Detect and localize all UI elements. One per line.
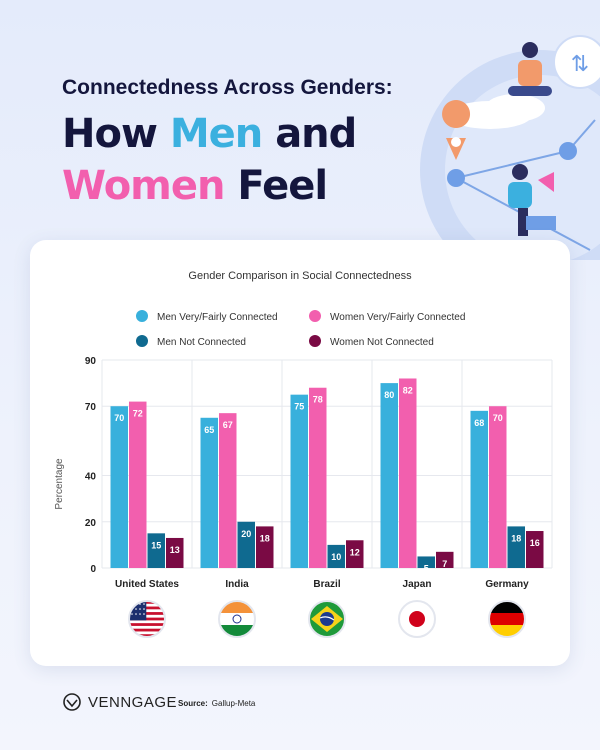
legend: Men Very/Fairly Connected Women Very/Fair…: [136, 310, 465, 348]
legend-swatch-men-not-connected: [136, 335, 148, 347]
y-tick-label: 90: [85, 356, 97, 367]
data-label-united-states-women-not-connected: 13: [170, 545, 180, 555]
bar-united-states-women-not-connected: [166, 537, 184, 568]
data-label-germany-men-not-connected: 18: [511, 533, 521, 543]
data-label-india-men-not-connected: 20: [241, 529, 251, 539]
bar-japan-men-not-connected: [417, 556, 435, 568]
bar-chart: Gender Comparison in Social Connectednes…: [54, 270, 553, 638]
y-tick-label: 0: [90, 564, 96, 575]
headline-women: Women: [62, 163, 225, 209]
bar-india-men-not-connected: [237, 521, 255, 568]
source-label: Source:: [178, 699, 208, 708]
venngage-logo-icon: [63, 693, 81, 711]
legend-swatch-women-not-connected: [309, 335, 321, 347]
data-label-germany-women-very-fairly-connected: 70: [493, 413, 503, 423]
flag-border: [128, 600, 166, 638]
bar-germany-men-very-fairly-connected: [470, 410, 488, 568]
svg-text:⇅: ⇅: [571, 52, 589, 77]
headline-feel: Feel: [224, 163, 328, 209]
source-note: Source: Gallup-Meta: [178, 699, 255, 708]
bar-brazil-men-very-fairly-connected: [290, 394, 308, 568]
data-label-united-states-women-very-fairly-connected: 72: [133, 409, 143, 419]
x-tick-label-germany: Germany: [485, 579, 529, 590]
brazil-flag-icon: [309, 601, 345, 637]
data-label-india-men-very-fairly-connected: 65: [204, 425, 214, 435]
y-axis-ticks: 0 20 40 70 90: [85, 356, 97, 575]
data-label-germany-women-not-connected: 16: [530, 538, 540, 548]
bar-india-women-not-connected: [256, 526, 274, 568]
source-value: Gallup-Meta: [211, 699, 256, 708]
bar-brazil-men-not-connected: [327, 544, 345, 568]
bar-germany-men-not-connected: [507, 526, 525, 568]
data-label-india-women-very-fairly-connected: 67: [223, 420, 233, 430]
bar-united-states-women-very-fairly-connected: [129, 401, 147, 568]
bar-india-men-very-fairly-connected: [200, 417, 218, 568]
header: Connectedness Across Genders: How Men an…: [62, 76, 393, 212]
bar-japan-women-very-fairly-connected: [399, 378, 417, 568]
flag-border: [308, 600, 346, 638]
data-label-united-states-men-not-connected: 15: [151, 540, 161, 550]
japan-flag-icon: [399, 601, 435, 637]
data-label-brazil-men-not-connected: 10: [331, 552, 341, 562]
flag-border: [218, 600, 256, 638]
y-tick-label: 20: [85, 518, 97, 529]
headline-and: and: [262, 111, 357, 157]
x-tick-label-brazil: Brazil: [313, 579, 340, 590]
x-tick-label-india: India: [225, 579, 249, 590]
legend-label-women-very-fairly-connected: Women Very/Fairly Connected: [330, 312, 465, 323]
data-label-japan-women-very-fairly-connected: 82: [403, 385, 413, 395]
data-label-japan-men-very-fairly-connected: 80: [384, 390, 394, 400]
flag-border: [488, 600, 526, 638]
legend-label-women-not-connected: Women Not Connected: [330, 337, 434, 348]
footer: VENNGAGE: [62, 692, 177, 712]
bar-brazil-women-very-fairly-connected: [309, 387, 327, 568]
connectivity-illustration: ⇅: [420, 35, 600, 260]
brand-name: VENNGAGE: [88, 693, 178, 711]
y-tick-label: 70: [85, 402, 97, 413]
x-axis-ticks: United States India Brazil Japan Germany: [115, 579, 529, 590]
headline-how: How: [62, 111, 170, 157]
data-label-brazil-women-not-connected: 12: [350, 547, 360, 557]
data-label-brazil-men-very-fairly-connected: 75: [294, 402, 304, 412]
bar-germany-women-very-fairly-connected: [489, 406, 507, 568]
data-label-germany-men-very-fairly-connected: 68: [474, 418, 484, 428]
bar-brazil-women-not-connected: [346, 540, 364, 568]
country-flags: [128, 600, 526, 638]
legend-swatch-women-very-fairly-connected: [309, 310, 321, 322]
bar-united-states-men-not-connected: [147, 533, 165, 568]
headline-men: Men: [169, 111, 263, 157]
chart-card: Gender Comparison in Social Connectednes…: [30, 240, 570, 666]
y-axis-label: Percentage: [54, 458, 65, 510]
data-label-india-women-not-connected: 18: [260, 533, 270, 543]
legend-label-men-very-fairly-connected: Men Very/Fairly Connected: [157, 312, 278, 323]
legend-swatch-men-very-fairly-connected: [136, 310, 148, 322]
chart-title: Gender Comparison in Social Connectednes…: [188, 270, 412, 282]
data-label-japan-women-not-connected: 7: [442, 559, 447, 569]
headline: How Men and Women Feel: [62, 108, 393, 212]
legend-label-men-not-connected: Men Not Connected: [157, 337, 246, 348]
flag-border: [398, 600, 436, 638]
kicker-title: Connectedness Across Genders:: [62, 76, 393, 99]
x-tick-label-united-states: United States: [115, 579, 179, 590]
data-label-brazil-women-very-fairly-connected: 78: [313, 395, 323, 405]
data-label-united-states-men-very-fairly-connected: 70: [114, 413, 124, 423]
x-tick-label-japan: Japan: [403, 579, 432, 590]
y-tick-label: 40: [85, 472, 97, 483]
bar-india-women-very-fairly-connected: [219, 413, 237, 568]
bar-japan-women-not-connected: [436, 551, 454, 568]
bar-germany-women-not-connected: [526, 531, 544, 568]
bar-united-states-men-very-fairly-connected: [110, 406, 128, 568]
bar-japan-men-very-fairly-connected: [380, 383, 398, 568]
data-label-japan-men-not-connected: 5: [424, 563, 429, 573]
bars: 70 72 15 13 65 67 20 18 75 78 10 12 80 82 5 7 68 70 18 16: [110, 378, 544, 573]
